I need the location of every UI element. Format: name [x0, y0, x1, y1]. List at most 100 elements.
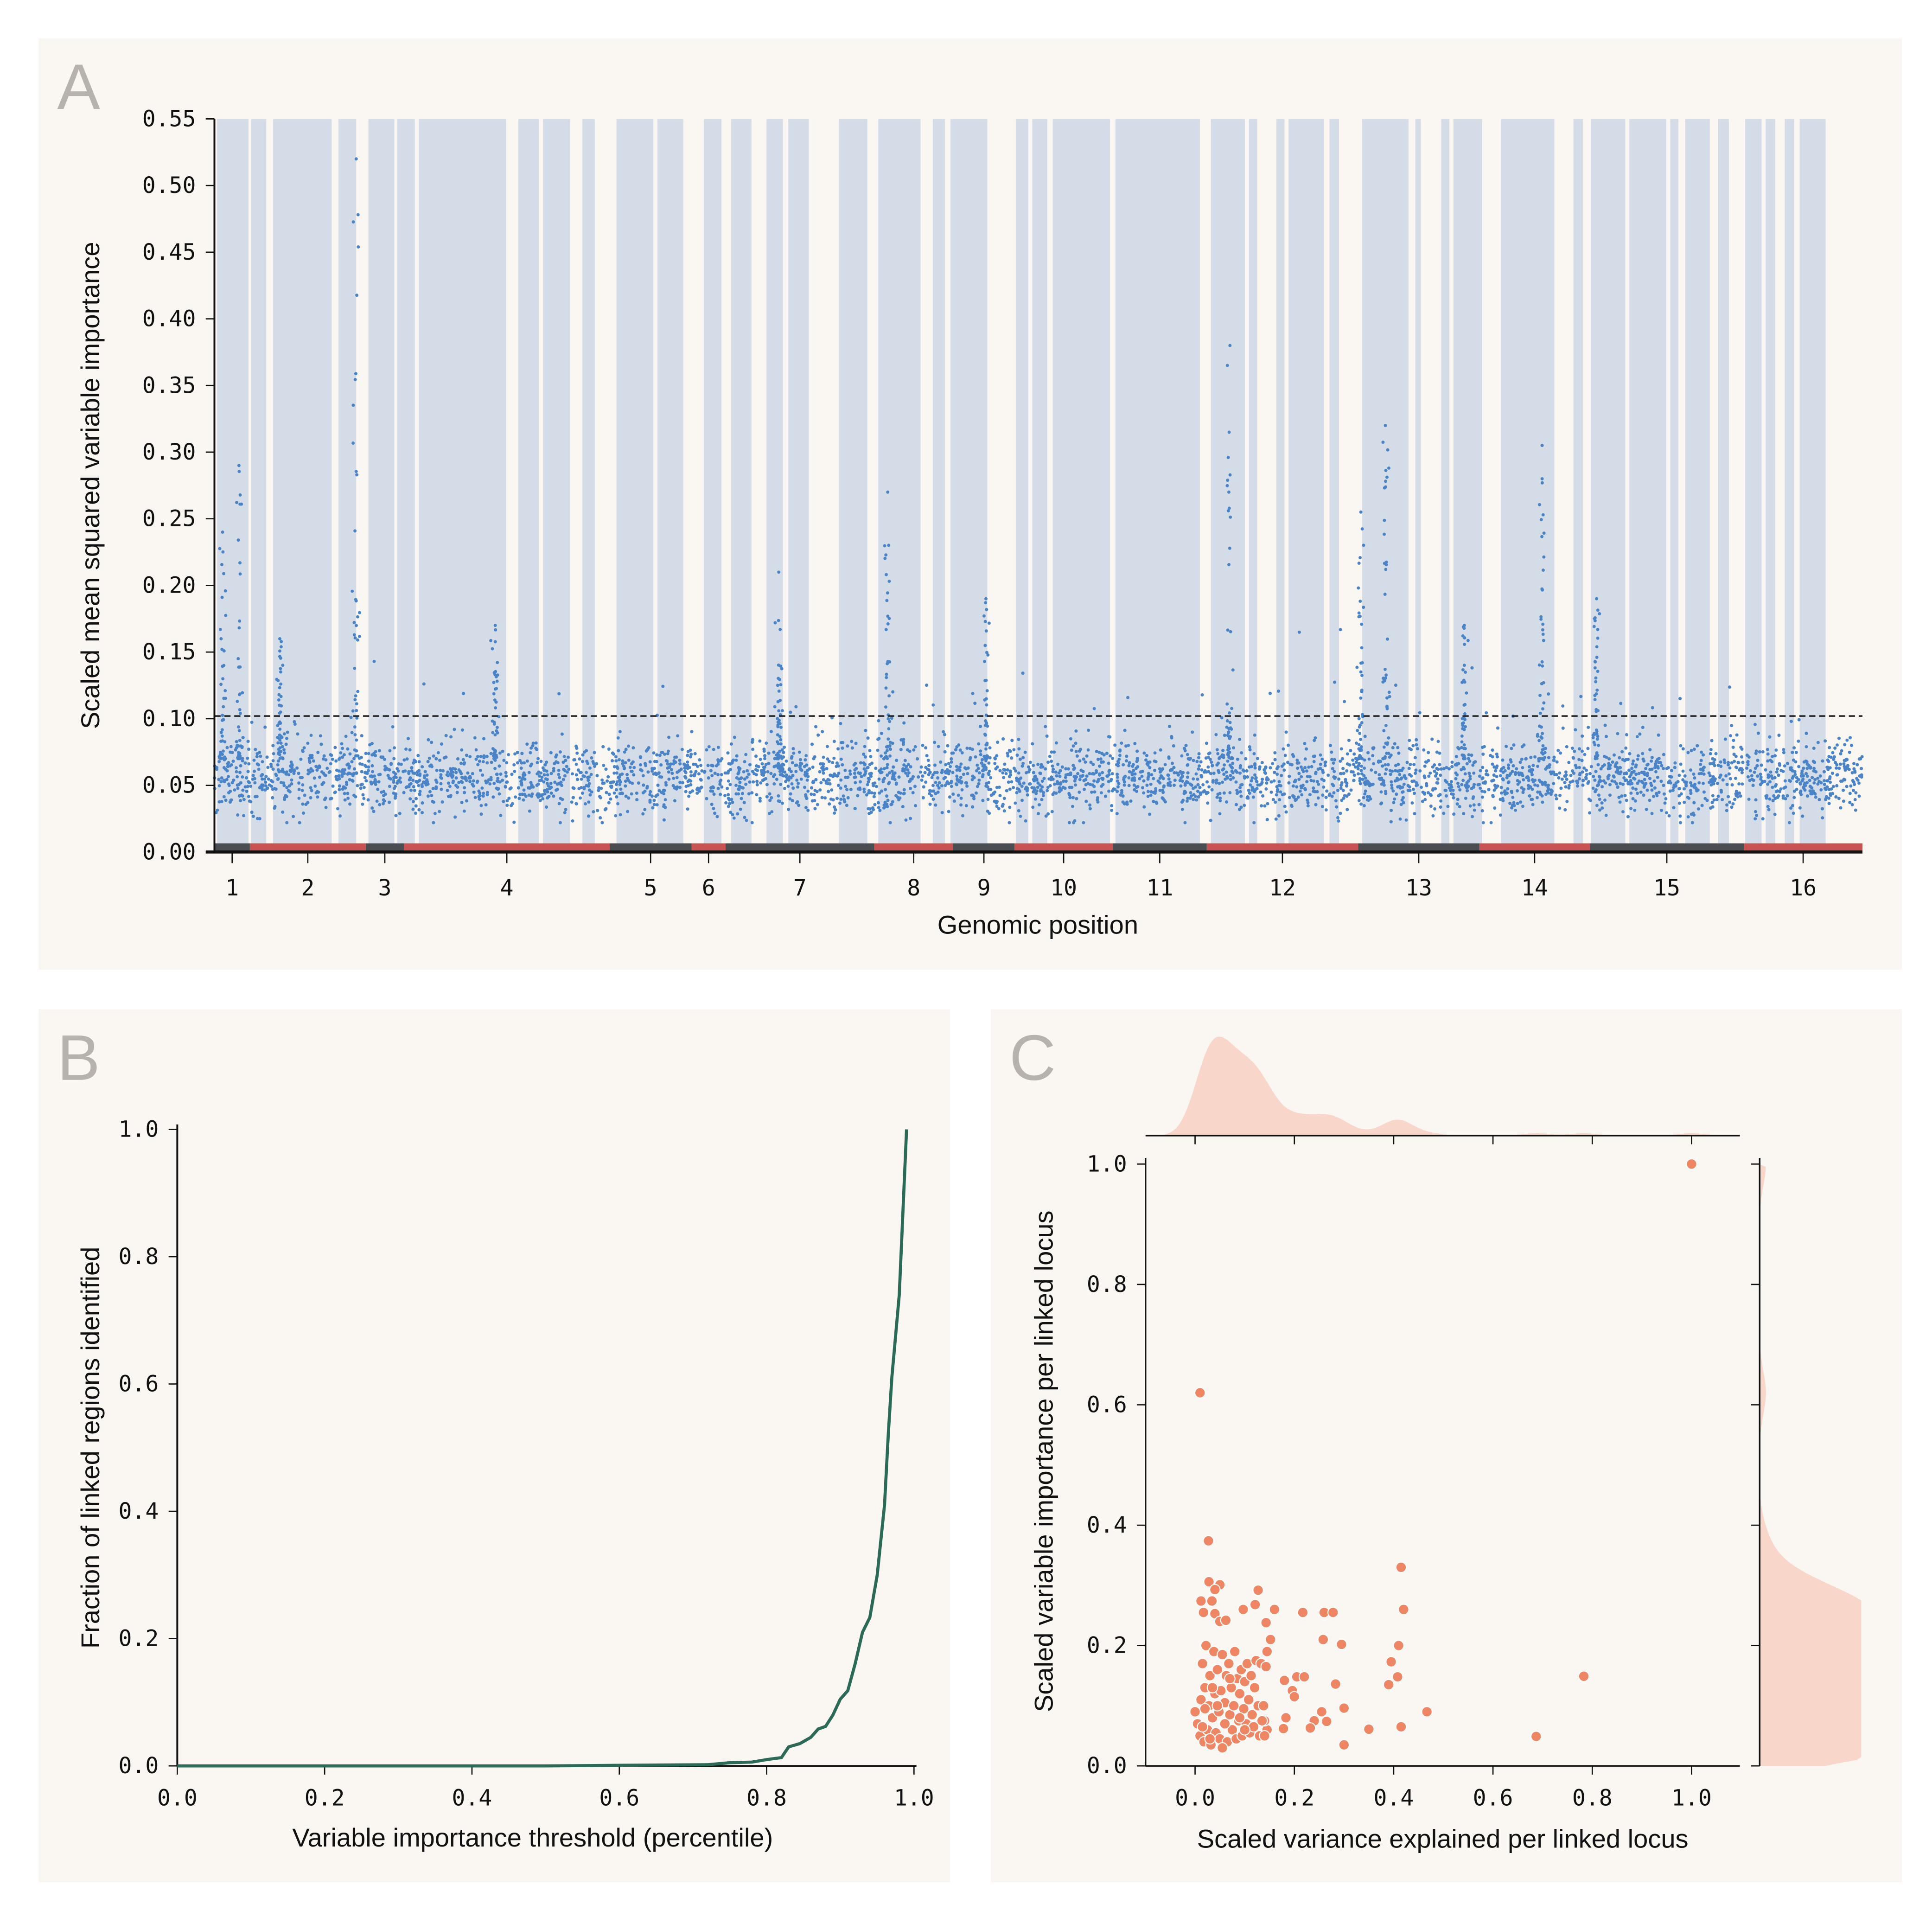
importance-point — [489, 752, 493, 755]
importance-point — [1639, 790, 1643, 794]
importance-point — [263, 725, 267, 729]
importance-point — [560, 732, 564, 736]
importance-point — [1509, 758, 1512, 762]
importance-point — [1535, 796, 1539, 799]
importance-point — [1803, 781, 1807, 785]
importance-point — [624, 748, 628, 751]
importance-point — [1824, 787, 1828, 791]
importance-point — [1215, 748, 1219, 752]
importance-point — [444, 755, 448, 759]
importance-point — [960, 788, 964, 792]
importance-point — [522, 771, 526, 775]
importance-point — [1218, 799, 1222, 803]
importance-point — [661, 684, 665, 688]
importance-point — [1531, 778, 1535, 782]
importance-point — [1186, 775, 1189, 779]
importance-point — [1443, 788, 1447, 792]
importance-point — [1575, 766, 1578, 769]
importance-point — [1314, 736, 1317, 740]
importance-point — [1010, 780, 1014, 784]
importance-point — [1547, 787, 1550, 791]
importance-point — [339, 751, 343, 754]
importance-point — [514, 795, 517, 799]
importance-point — [1324, 808, 1328, 812]
importance-point — [388, 785, 391, 788]
importance-point — [1457, 762, 1460, 766]
importance-point — [681, 781, 684, 785]
importance-point — [233, 788, 236, 792]
linked-region — [1573, 119, 1583, 843]
importance-point — [849, 787, 853, 791]
importance-point — [396, 769, 400, 773]
importance-point — [843, 768, 847, 772]
importance-point — [1012, 748, 1016, 752]
importance-point — [1039, 763, 1043, 767]
importance-point — [1146, 776, 1150, 780]
importance-point — [1088, 807, 1092, 811]
importance-point — [1849, 784, 1853, 788]
importance-point — [529, 751, 532, 754]
importance-point — [901, 769, 905, 773]
importance-point — [1159, 748, 1162, 752]
importance-point — [566, 770, 569, 774]
importance-point — [1482, 745, 1486, 748]
importance-point — [1186, 753, 1189, 756]
importance-point — [451, 774, 455, 778]
importance-point — [462, 809, 466, 813]
importance-point — [1051, 764, 1054, 768]
importance-point — [1645, 788, 1649, 792]
importance-point — [1422, 748, 1426, 752]
linked-region — [251, 119, 267, 843]
importance-point — [312, 759, 315, 763]
importance-point — [1426, 791, 1430, 794]
importance-point — [1360, 772, 1364, 776]
importance-point — [1027, 765, 1030, 769]
importance-point — [1547, 756, 1550, 760]
importance-point — [816, 803, 819, 806]
importance-point — [972, 797, 976, 800]
linked-region — [1249, 119, 1257, 843]
importance-point — [1581, 783, 1585, 787]
importance-point — [346, 747, 350, 751]
importance-point — [358, 762, 362, 766]
importance-point — [1773, 812, 1777, 816]
importance-point — [1234, 780, 1238, 784]
importance-point — [1724, 774, 1728, 778]
importance-point — [924, 746, 928, 750]
importance-point — [1282, 747, 1285, 751]
importance-point — [1837, 736, 1841, 740]
importance-point — [1136, 785, 1140, 788]
importance-point — [348, 778, 351, 781]
importance-point — [1390, 780, 1393, 784]
importance-point — [624, 784, 627, 788]
importance-point — [250, 721, 254, 724]
importance-point — [1204, 756, 1208, 760]
importance-point — [1683, 800, 1686, 804]
importance-point — [331, 757, 334, 761]
importance-point — [865, 793, 868, 797]
importance-point — [1569, 780, 1572, 784]
importance-point — [1183, 821, 1187, 824]
importance-point — [1493, 806, 1497, 810]
importance-point — [758, 739, 762, 743]
linked-region — [839, 119, 867, 843]
linked-region — [1276, 119, 1285, 843]
importance-point — [1629, 807, 1633, 811]
importance-point — [764, 763, 768, 766]
importance-point — [959, 803, 963, 807]
importance-point — [1180, 807, 1184, 811]
importance-point — [1377, 773, 1381, 777]
importance-point — [222, 795, 226, 799]
importance-point — [638, 755, 642, 759]
importance-point — [299, 757, 303, 761]
importance-point — [293, 720, 296, 723]
importance-point — [919, 770, 922, 774]
importance-point — [1654, 770, 1658, 773]
importance-point — [1709, 806, 1713, 810]
importance-point — [692, 762, 695, 766]
importance-point — [848, 769, 852, 773]
importance-point — [1829, 780, 1832, 784]
importance-point — [530, 794, 534, 798]
linked-region — [950, 119, 988, 843]
importance-point — [830, 788, 834, 792]
